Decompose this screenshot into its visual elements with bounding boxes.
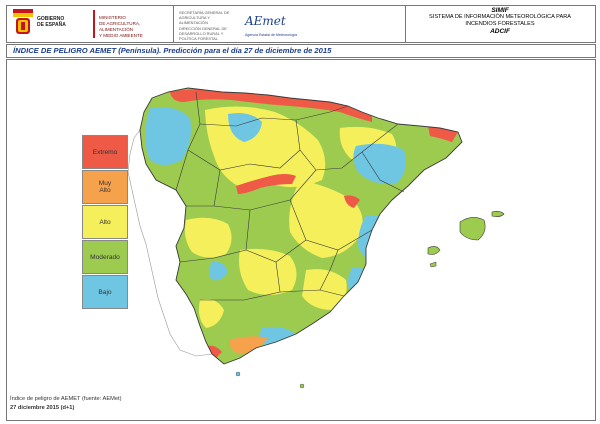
- formentera-island: [429, 261, 437, 268]
- legend-item-bajo: Bajo: [82, 275, 128, 309]
- legend-item-extremo: Extremo: [82, 135, 128, 169]
- legend-label: Extremo: [92, 148, 118, 156]
- bajo-zone: [209, 261, 228, 281]
- government-label: GOBIERNO DE ESPAÑA: [37, 16, 66, 28]
- melilla-dot: [299, 383, 305, 389]
- system-info: SIMIF SISTEMA DE INFORMACIÓN METEOROLÓGI…: [405, 6, 595, 42]
- ibiza-island: [427, 246, 441, 255]
- bajo-zone: [228, 113, 262, 142]
- extremo-zone: [170, 89, 372, 122]
- bajo-zone: [145, 107, 191, 165]
- bajo-zone: [259, 326, 296, 346]
- source-note: Índice de peligro de AEMET (fuente: AEMe…: [10, 396, 122, 402]
- alto-zone: [184, 217, 232, 258]
- map-frame: [6, 59, 596, 421]
- bajo-zone: [348, 267, 374, 297]
- mallorca-island: [459, 217, 486, 241]
- region-borders: [175, 91, 405, 301]
- legend-label: Moderado: [90, 253, 120, 261]
- ministry-accent-bar: [93, 10, 95, 38]
- extremo-zone: [344, 195, 360, 208]
- map-title-bar: ÍNDICE DE PELIGRO AEMET (Península). Pre…: [6, 44, 596, 58]
- legend-label: Alto: [99, 218, 111, 226]
- alto-zone: [239, 248, 297, 295]
- forecast-date: 27 diciembre 2015 (d+1): [10, 405, 75, 411]
- legend-item-moderado: Moderado: [82, 240, 128, 274]
- header-bar: GOBIERNO DE ESPAÑA MINISTERIO DE AGRICUL…: [6, 5, 596, 43]
- legend-label: Muy Alto: [98, 180, 112, 194]
- spain-outline: [139, 87, 463, 365]
- legend-label: Bajo: [98, 288, 112, 296]
- legend-item-muy-alto: Muy Alto: [82, 170, 128, 204]
- map-title: ÍNDICE DE PELIGRO AEMET (Península). Pre…: [13, 46, 332, 55]
- system-name: SISTEMA DE INFORMACIÓN METEOROLÓGICA PAR…: [429, 14, 571, 27]
- alto-zone: [289, 180, 363, 258]
- legend-item-alto: Alto: [82, 205, 128, 239]
- alto-zone: [302, 269, 347, 310]
- alto-zone: [198, 299, 224, 328]
- legend: Extremo Muy Alto Alto Moderado Bajo: [82, 135, 128, 310]
- system-acronym: ADCIF: [490, 28, 510, 35]
- muy-alto-zone: [229, 336, 268, 354]
- ministry-label: MINISTERIO DE AGRICULTURA, ALIMENTACIÓN …: [99, 15, 143, 38]
- bajo-zone: [353, 143, 406, 185]
- menorca-island: [491, 211, 505, 217]
- spain-coat-of-arms-icon: [13, 9, 33, 34]
- aemet-subtitle: Agencia Estatal de Meteorología: [245, 33, 297, 37]
- sub-direction-label: SECRETARÍA GENERAL DE AGRICULTURA Y ALIM…: [179, 10, 230, 42]
- header-divider: [173, 6, 174, 42]
- extremo-zone: [236, 174, 296, 194]
- aemet-logo: AEmet: [245, 14, 286, 28]
- system-title: SIMIF: [491, 7, 509, 14]
- header-divider: [405, 6, 406, 42]
- ceuta-dot: [235, 371, 241, 377]
